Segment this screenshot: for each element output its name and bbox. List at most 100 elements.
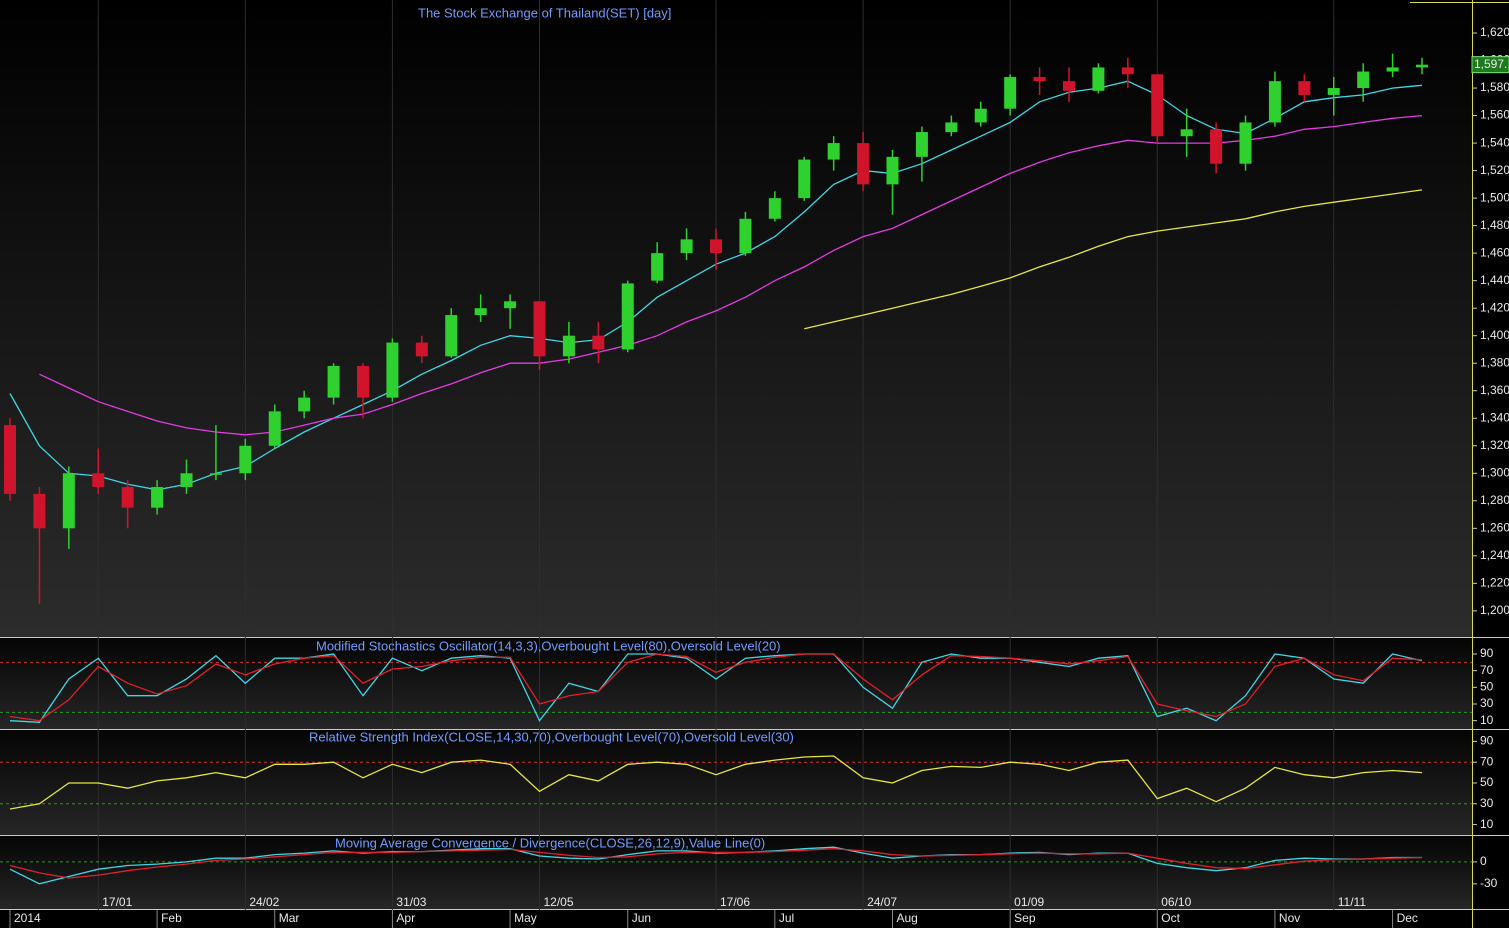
y-tick-label: 1,220 (1480, 576, 1509, 590)
candle-body (1063, 81, 1075, 91)
x-date-label: 01/09 (1014, 895, 1044, 909)
y-tick-label: 1,260 (1480, 520, 1509, 534)
candle-body (768, 198, 781, 219)
indicator-line (9, 755, 1423, 810)
y-tick-label: 1,300 (1480, 465, 1509, 479)
candle-body (1180, 129, 1193, 137)
y-tick-label: 90 (1480, 734, 1494, 748)
x-date-label: 24/07 (867, 895, 897, 909)
y-tick-label: 1,360 (1480, 383, 1509, 397)
candle-body (1298, 81, 1311, 95)
candle-body (62, 473, 75, 529)
panel-title: The Stock Exchange of Thailand(SET) [day… (418, 5, 671, 20)
x-date-label: 31/03 (396, 895, 426, 909)
x-tick-label: Apr (396, 911, 415, 925)
x-tick-label: May (514, 911, 537, 925)
candle-body (857, 143, 870, 185)
y-tick-label: 1,480 (1480, 218, 1509, 232)
y-tick-label: 1,280 (1480, 493, 1509, 507)
last-price-label: 1,597. (1474, 57, 1507, 71)
candle-body (33, 493, 46, 529)
candle-body (357, 365, 369, 398)
indicator-line (804, 189, 1423, 330)
candle-body (298, 397, 311, 412)
candle-body (445, 315, 458, 357)
candle-body (915, 132, 928, 157)
x-tick-label: Jul (779, 911, 794, 925)
x-date-label: 24/02 (249, 895, 279, 909)
candle-body (209, 473, 222, 475)
candle-body (739, 218, 752, 254)
y-tick-label: -30 (1480, 876, 1498, 890)
candle-body (1151, 74, 1164, 137)
y-tick-label: 10 (1480, 713, 1494, 727)
indicator-line (9, 653, 1423, 722)
y-tick-label: 50 (1480, 680, 1494, 694)
panel-title: Relative Strength Index(CLOSE,14,30,70),… (309, 729, 794, 744)
candle-body (1327, 88, 1340, 95)
y-tick-label: 1,320 (1480, 438, 1509, 452)
candle-body (945, 122, 958, 133)
x-tick-label: Dec (1397, 911, 1418, 925)
indicator-line (9, 846, 1422, 885)
candle-body (4, 425, 16, 494)
candle-body (239, 445, 252, 474)
y-tick-label: 1,420 (1480, 300, 1509, 314)
y-tick-label: 1,500 (1480, 190, 1509, 204)
candle-body (651, 253, 664, 281)
candle-body (151, 487, 164, 508)
x-date-label: 17/06 (720, 895, 750, 909)
price-panel (0, 0, 1472, 637)
x-date-label: 06/10 (1161, 895, 1191, 909)
y-tick-label: 10 (1480, 817, 1494, 831)
candle-body (974, 108, 987, 123)
y-tick-label: 70 (1480, 663, 1494, 677)
x-tick-label: Jun (632, 911, 651, 925)
candle-body (592, 335, 605, 350)
indicator-line (9, 653, 1423, 723)
x-tick-label: Aug (897, 911, 918, 925)
candle-body (1092, 67, 1105, 91)
candle-body (474, 308, 487, 316)
y-tick-label: 90 (1480, 646, 1494, 660)
candle-body (710, 239, 722, 254)
candle-body (1239, 122, 1252, 164)
candle-body (1386, 67, 1399, 72)
y-tick-label: 0 (1480, 854, 1487, 868)
candle-body (562, 335, 575, 357)
candle-body (827, 143, 840, 160)
candle-body (1268, 81, 1281, 123)
y-tick-label: 1,200 (1480, 603, 1509, 617)
x-date-label: 11/11 (1338, 895, 1367, 909)
x-tick-label: Oct (1161, 911, 1180, 925)
candle-body (1033, 77, 1046, 82)
x-tick-label: Nov (1279, 911, 1300, 925)
y-tick-label: 1,620 (1480, 25, 1509, 39)
candle-body (327, 365, 340, 398)
candle-body (798, 159, 811, 199)
x-tick-label: Feb (161, 911, 182, 925)
y-tick-label: 50 (1480, 775, 1494, 789)
candle-body (92, 473, 105, 488)
candle-body (121, 487, 134, 508)
y-tick-label: 1,520 (1480, 163, 1509, 177)
candle-body (180, 473, 193, 488)
y-tick-label: 1,380 (1480, 355, 1509, 369)
x-tick-label: Sep (1014, 911, 1036, 925)
candle-body (680, 239, 693, 254)
candle-body (1357, 71, 1370, 89)
x-date-label: 17/01 (102, 895, 132, 909)
candle-body (268, 411, 281, 446)
y-tick-label: 70 (1480, 754, 1494, 768)
x-tick-label: Mar (279, 911, 300, 925)
y-tick-label: 30 (1480, 796, 1494, 810)
candle-body (533, 301, 546, 357)
candle-body (1004, 77, 1017, 109)
y-tick-label: 1,400 (1480, 328, 1509, 342)
rsi-panel (0, 730, 1472, 835)
y-tick-label: 1,440 (1480, 273, 1509, 287)
y-tick-label: 1,240 (1480, 548, 1509, 562)
candle-body (1210, 129, 1223, 164)
y-tick-label: 1,540 (1480, 135, 1509, 149)
